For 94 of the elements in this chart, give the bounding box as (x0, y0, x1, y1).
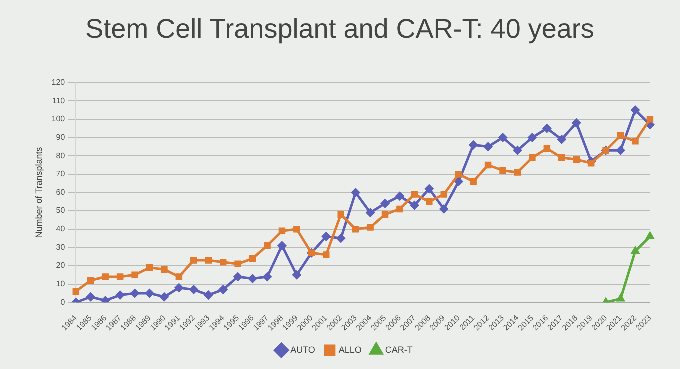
point (500, 167, 506, 174)
point (513, 146, 522, 155)
point (176, 274, 183, 280)
y-tick-label: 40 (56, 224, 66, 234)
point (572, 118, 581, 128)
point (132, 272, 138, 279)
y-tick-label: 120 (52, 78, 66, 88)
point (558, 135, 566, 144)
point (514, 169, 522, 176)
point (617, 132, 624, 140)
point (102, 274, 109, 280)
point (278, 242, 286, 250)
point (249, 255, 256, 262)
point (234, 272, 242, 282)
y-tick-label: 50 (56, 206, 66, 216)
point (204, 291, 213, 300)
y-tick-label: 110 (52, 96, 66, 106)
point (174, 284, 184, 292)
y-tick-label: 80 (56, 151, 66, 160)
point (469, 140, 478, 150)
point (366, 208, 375, 218)
point (190, 257, 198, 264)
point (294, 226, 300, 233)
point (616, 294, 625, 302)
point (573, 156, 580, 164)
point (101, 296, 110, 303)
point (498, 134, 508, 142)
point (220, 258, 227, 266)
legend-label: AUTO (290, 344, 316, 355)
point (440, 204, 448, 214)
legend-label: ALLO (338, 344, 362, 355)
point (116, 274, 124, 280)
y-tick-label: 30 (56, 242, 66, 252)
point (352, 188, 360, 197)
y-axis-title: Number of Transplants (34, 146, 44, 238)
point (160, 292, 169, 302)
point (116, 291, 125, 300)
point (396, 206, 404, 213)
point (558, 154, 566, 162)
point (87, 277, 94, 284)
point (396, 192, 404, 201)
point (278, 228, 286, 235)
point (367, 224, 374, 231)
point (205, 257, 212, 264)
point (544, 145, 551, 152)
point (528, 134, 537, 142)
point (190, 286, 198, 294)
point (145, 289, 154, 298)
point (161, 266, 168, 274)
point (646, 232, 654, 240)
chart-title: Stem Cell Transplant and CAR-T: 40 years (84, 14, 596, 45)
point (631, 106, 640, 115)
y-tick-label: 0 (60, 298, 66, 307)
point (323, 252, 330, 258)
point (529, 154, 536, 162)
y-tick-label: 60 (56, 188, 66, 197)
point (219, 286, 228, 294)
point (264, 242, 271, 250)
legend-label: CAR-T (385, 344, 414, 355)
point (352, 226, 360, 233)
point (382, 211, 389, 218)
point (484, 142, 493, 152)
point (484, 162, 492, 169)
point (455, 171, 462, 178)
point (411, 191, 418, 198)
point (336, 234, 346, 243)
y-tick-label: 90 (56, 132, 66, 142)
point (616, 146, 626, 155)
point (146, 264, 154, 272)
point (470, 178, 477, 186)
point (425, 184, 434, 194)
point (410, 201, 419, 210)
point (72, 288, 80, 296)
point (248, 274, 258, 284)
point (86, 292, 96, 302)
point (646, 116, 654, 123)
point (542, 124, 552, 133)
point (632, 247, 640, 254)
point (454, 177, 464, 186)
point (440, 191, 448, 198)
point (338, 211, 344, 218)
point (130, 289, 140, 298)
point (234, 260, 242, 268)
y-tick-label: 20 (56, 261, 66, 270)
point (632, 138, 639, 145)
point (322, 232, 331, 241)
point (381, 199, 390, 208)
y-tick-label: 70 (56, 170, 66, 179)
y-tick-label: 100 (52, 114, 66, 124)
y-tick-label: 10 (56, 280, 66, 289)
point (426, 198, 433, 206)
point (588, 160, 595, 167)
point (292, 270, 302, 280)
point (263, 272, 272, 282)
